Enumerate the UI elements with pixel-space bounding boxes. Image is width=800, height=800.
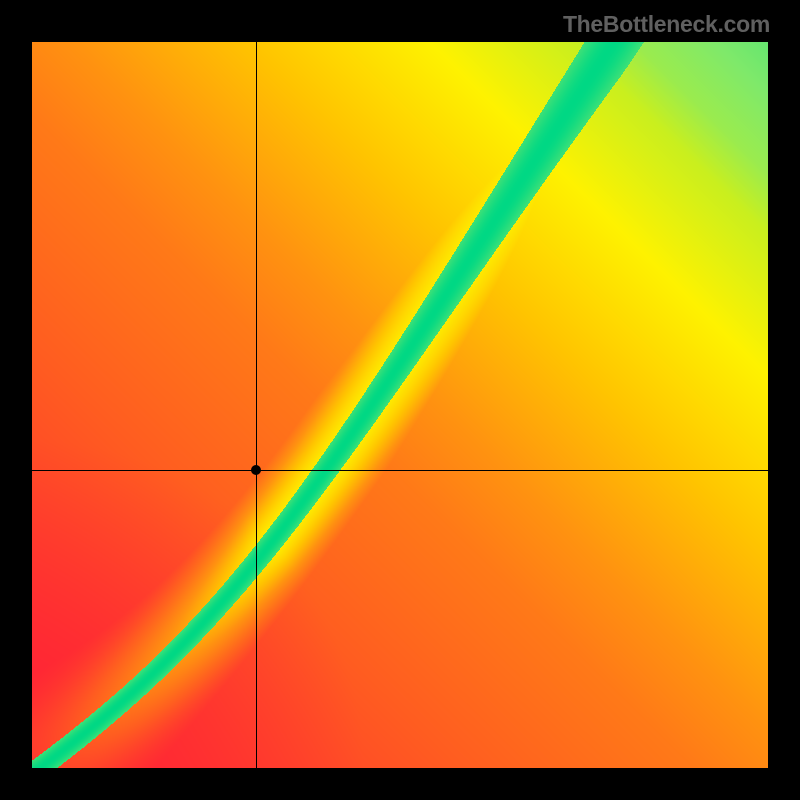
- crosshair-horizontal: [32, 470, 768, 471]
- watermark-text: TheBottleneck.com: [563, 11, 770, 38]
- chart-container: TheBottleneck.com: [0, 0, 800, 800]
- crosshair-vertical: [256, 42, 257, 768]
- bottleneck-heatmap: [32, 42, 768, 768]
